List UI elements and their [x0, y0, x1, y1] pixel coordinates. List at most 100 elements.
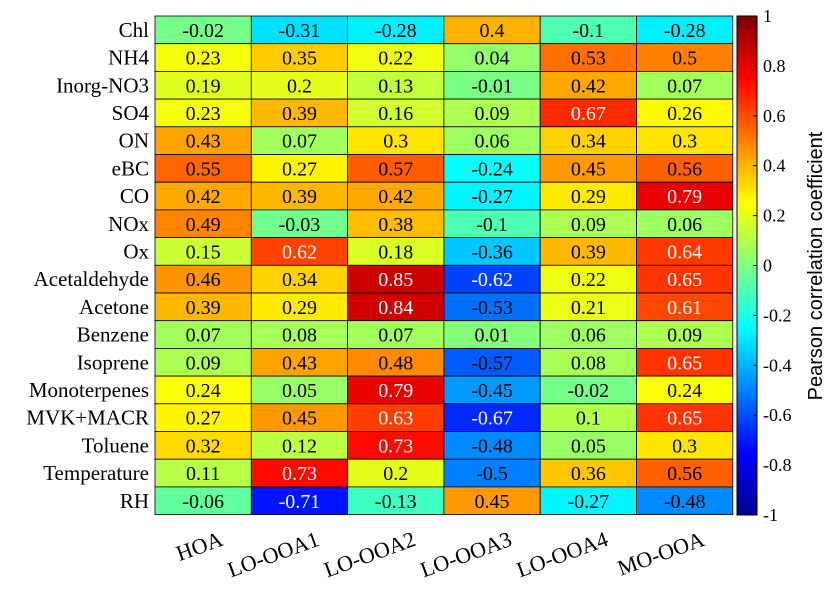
heatmap-cell — [636, 237, 734, 266]
colorbar-tick-label: -0.4 — [763, 355, 792, 375]
heatmap-cell — [443, 458, 541, 488]
heatmap-cell — [636, 292, 734, 322]
heatmap-cell — [347, 320, 445, 349]
cell-value: -0.03 — [279, 214, 321, 236]
cell-value: 0.39 — [571, 241, 606, 263]
colorbar-tick-label: -0.6 — [763, 405, 792, 425]
cell-value: 0.09 — [571, 214, 606, 236]
heatmap-cell — [636, 43, 734, 72]
cell-value: -0.67 — [471, 408, 513, 430]
cell-value: 0.1 — [576, 408, 601, 430]
row-label: Benzene — [77, 323, 149, 347]
cell-value: 0.18 — [378, 241, 413, 263]
cell-value: -0.31 — [279, 20, 321, 42]
heatmap-cell — [539, 209, 637, 238]
heatmap-cell — [154, 264, 252, 294]
cell-value: 0.39 — [186, 297, 221, 319]
heatmap-cell — [636, 431, 734, 460]
row-label: NOx — [108, 212, 149, 236]
cell-value: 0.5 — [672, 48, 697, 70]
heatmap-cell — [347, 486, 445, 515]
heatmap-cell — [347, 375, 445, 405]
cell-value: 0.43 — [282, 352, 317, 374]
heatmap-cell — [539, 347, 637, 377]
cell-value: 0.73 — [282, 463, 317, 485]
heatmap-cell — [539, 375, 637, 405]
cell-value: -0.24 — [471, 158, 513, 180]
row-labels: Chl NH4 Inorg-NO3 SO4 ON eBC CO NOx Ox Acetaldehy… — [26, 18, 149, 513]
cell-value: -0.1 — [573, 20, 605, 42]
cell-value: 0.09 — [667, 325, 702, 347]
row-label: NH4 — [108, 46, 149, 70]
cell-value: 0.38 — [378, 214, 413, 236]
heatmap-cell — [347, 126, 445, 155]
cell-value: 0.11 — [186, 463, 220, 485]
heatmap-cell — [347, 181, 445, 211]
heatmap-cell — [250, 347, 349, 377]
heatmap-cell — [443, 126, 541, 155]
cell-value: 0.45 — [475, 491, 510, 513]
heatmap-cell — [539, 486, 637, 515]
cell-value: 0.09 — [475, 103, 510, 125]
heatmap-cell — [250, 15, 349, 45]
cell-value: 0.64 — [667, 241, 702, 263]
heatmap-cell — [539, 264, 637, 294]
cell-value: 0.32 — [186, 435, 221, 457]
cell-value: -0.48 — [471, 435, 513, 457]
heatmap-cell — [636, 375, 734, 405]
colorbar-tick-label: 0 — [763, 256, 772, 276]
row-label: SO4 — [112, 101, 150, 125]
column-label: LO-OOA1 — [224, 526, 322, 582]
heatmap-cell — [154, 347, 252, 377]
cell-value: 0.34 — [282, 269, 317, 291]
cell-value: 0.16 — [378, 103, 413, 125]
cell-value: -0.02 — [182, 20, 224, 42]
cell-value: 0.22 — [378, 48, 413, 70]
row-label: MVK+MACR — [26, 406, 149, 430]
heatmap-cell — [539, 431, 637, 460]
cell-value: 0.06 — [667, 214, 702, 236]
heatmap-cell — [154, 237, 252, 266]
cell-value: 0.65 — [667, 408, 702, 430]
heatmap-cell — [443, 375, 541, 405]
cell-value: 0.12 — [282, 435, 317, 457]
row-label: RH — [120, 489, 149, 513]
cell-value: 0.29 — [282, 297, 317, 319]
cell-value: 0.27 — [186, 408, 221, 430]
cell-value: -0.02 — [568, 380, 610, 402]
cell-value: 0.56 — [667, 158, 702, 180]
cell-value: 0.3 — [383, 131, 408, 153]
colorbar-tick-label: 0.8 — [763, 56, 786, 76]
heatmap-cell — [250, 264, 349, 294]
cell-value: 0.4 — [480, 20, 505, 42]
heatmap-cell — [636, 403, 734, 432]
cell-value: -0.45 — [471, 380, 513, 402]
cell-value: 0.09 — [186, 352, 221, 374]
heatmap-cell — [347, 458, 445, 488]
row-label: ON — [119, 129, 149, 153]
cell-value: 0.61 — [667, 297, 702, 319]
cell-value: 0.84 — [378, 297, 413, 319]
cell-value: 0.67 — [571, 103, 606, 125]
heatmap-cell — [347, 347, 445, 377]
heatmap-cell — [154, 486, 252, 515]
heatmap-cell — [154, 320, 252, 349]
row-label: Monoterpenes — [29, 378, 149, 402]
cell-value: -0.62 — [471, 269, 513, 291]
cell-value: 0.45 — [571, 158, 606, 180]
cell-value: 0.73 — [378, 435, 413, 457]
cell-value: 0.57 — [378, 158, 413, 180]
cell-value: 0.55 — [186, 158, 221, 180]
row-label: Acetone — [79, 295, 149, 319]
heatmap-cell — [347, 403, 445, 432]
heatmap-cell — [154, 126, 252, 155]
cell-value: 0.42 — [571, 75, 606, 97]
heatmap-cell — [636, 15, 734, 45]
heatmap-cell — [250, 71, 349, 100]
row-label: Chl — [119, 18, 150, 42]
heatmap-cell — [443, 209, 541, 238]
cell-value: 0.01 — [475, 325, 510, 347]
row-label: Isoprene — [77, 350, 149, 374]
heatmap-cell — [636, 320, 734, 349]
column-label: MO-OOA — [614, 526, 708, 580]
